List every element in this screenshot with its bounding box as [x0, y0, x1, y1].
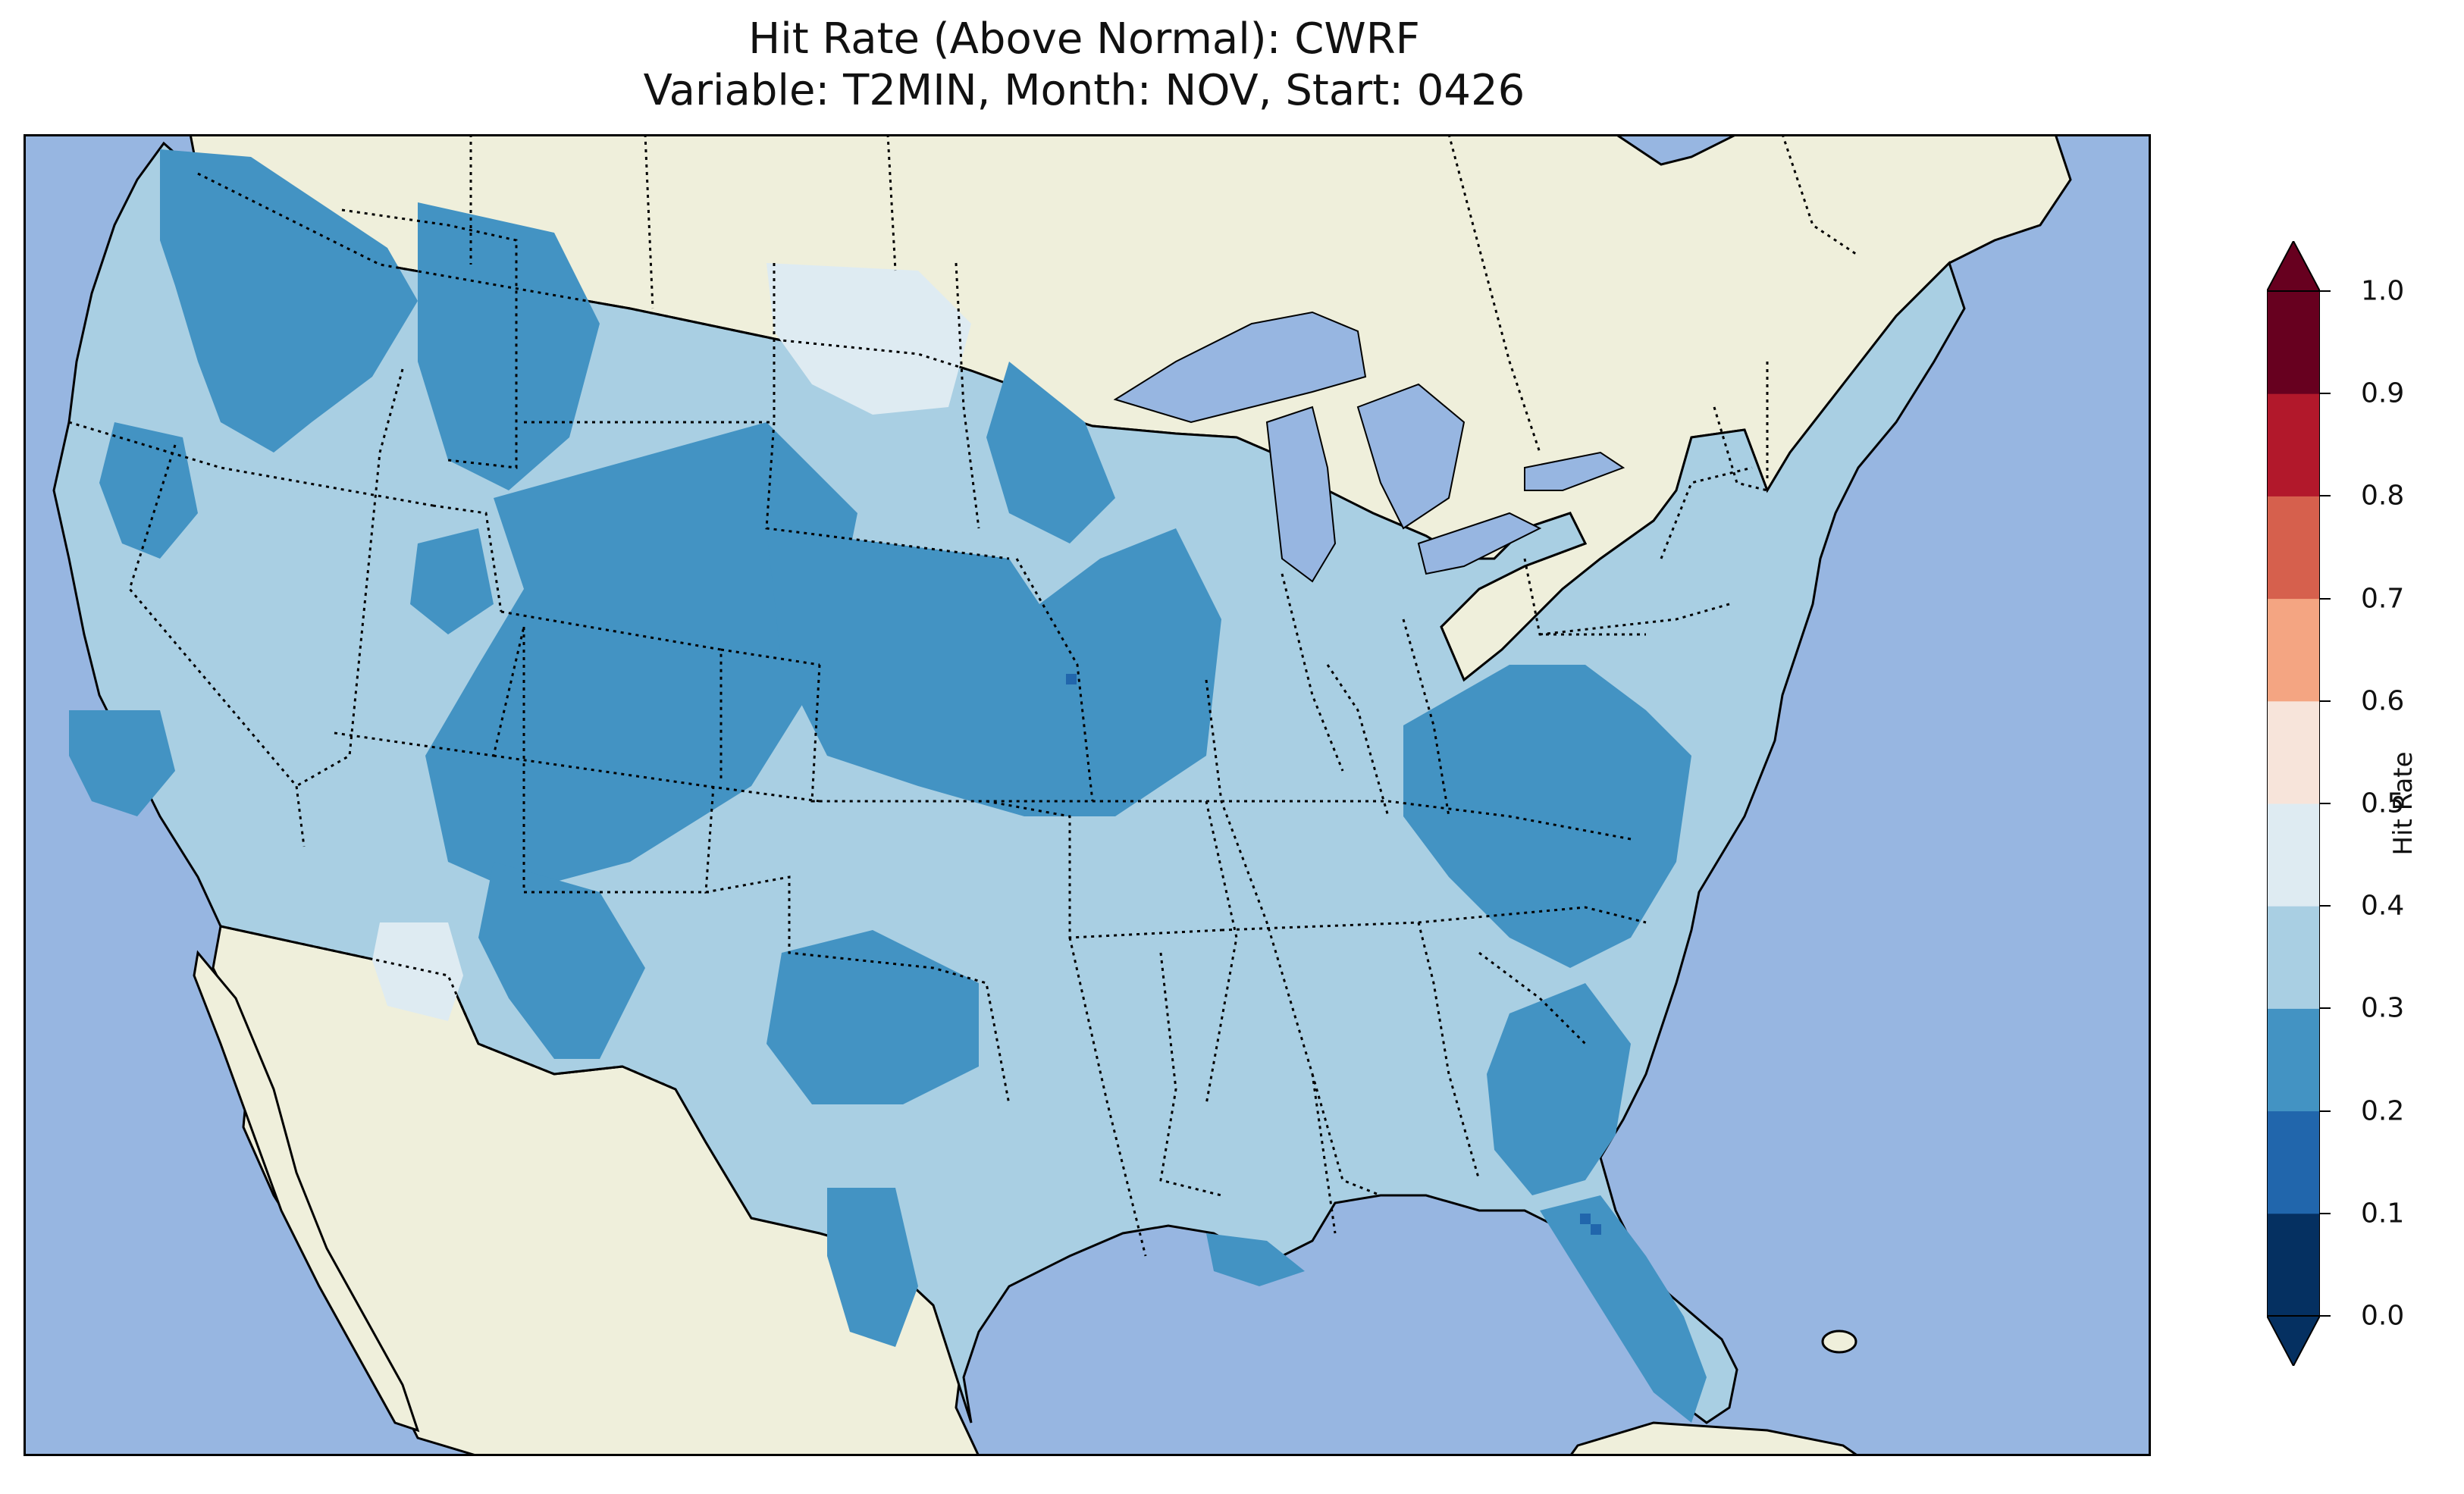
map-svg	[24, 134, 2151, 1456]
region-s-arizona	[372, 922, 463, 1021]
colorbar-tick-mark	[2320, 905, 2331, 907]
spot-florida-2	[1591, 1224, 1601, 1235]
region-iowa	[986, 362, 1115, 543]
lake-erie	[1417, 512, 1542, 575]
colorbar-tick-mark	[2320, 803, 2331, 804]
region-gulf-la	[1206, 1233, 1305, 1286]
colorbar-tick-label: 0.2	[2361, 1095, 2405, 1127]
us-canada-border	[197, 172, 972, 372]
region-n-rockies	[418, 202, 600, 490]
colorbar-bins	[2267, 291, 2320, 1317]
colorbar-tick-mark	[2320, 1110, 2331, 1112]
spot-florida-1	[1580, 1214, 1591, 1224]
colorbar-tick-label: 0.8	[2361, 480, 2405, 512]
baja-land	[193, 950, 420, 1433]
bahamas-island	[1821, 1330, 1857, 1354]
great-lakes	[1113, 311, 1625, 583]
colorbar-frame	[2267, 290, 2320, 1317]
bin-0-2-group	[69, 149, 1707, 1423]
colorbar-tick-label: 0.7	[2361, 583, 2405, 615]
region-mt-nd-border	[766, 263, 971, 415]
colorbar-tick-mark	[2320, 495, 2331, 497]
colorbar-tick-label: 0.9	[2361, 377, 2405, 409]
bin-0-1-group	[1066, 674, 1601, 1235]
colorbar-tick-label: 0.1	[2361, 1198, 2405, 1229]
colorbar-tick-label: 1.0	[2361, 275, 2405, 307]
title-line-1: Hit Rate (Above Normal): CWRF	[748, 14, 1420, 64]
colorbar-tick-mark	[2320, 1315, 2331, 1317]
colorbar-bin-0.0-0.1	[2267, 1213, 2320, 1317]
colorbar-bin-0.3-0.4	[2267, 906, 2320, 1009]
colorbar	[2267, 241, 2320, 1366]
colorbar-tick-mark	[2320, 597, 2331, 600]
lake-michigan	[1265, 406, 1337, 583]
region-wy-co-ut	[425, 422, 857, 892]
region-ne-ks	[766, 528, 1221, 816]
region-appalachia	[1403, 665, 1691, 968]
region-s-texas	[827, 1188, 918, 1347]
map-panel	[24, 134, 2151, 1456]
colorbar-tick-mark	[2320, 1212, 2331, 1214]
colorbar-bin-0.8-0.9	[2267, 393, 2320, 496]
colorbar-tick-mark	[2320, 393, 2331, 395]
colorbar-tick-label: 0.3	[2361, 992, 2405, 1024]
colorbar-label: Hit Rate	[2388, 751, 2419, 856]
region-oregon-coast	[99, 422, 198, 559]
region-nm-tx	[478, 862, 645, 1059]
lake-superior	[1113, 311, 1367, 424]
lake-ontario	[1524, 451, 1625, 491]
lake-huron	[1356, 383, 1466, 530]
bin-0-4-group	[372, 263, 971, 1021]
colorbar-tick-mark	[2320, 1007, 2331, 1010]
region-ca-valley	[69, 710, 175, 816]
colorbar-bin-0.9-1.0	[2267, 291, 2320, 394]
colorbar-tick-label: 0.6	[2361, 685, 2405, 717]
colorbar-bin-0.4-0.5	[2267, 803, 2320, 907]
colorbar-tick-label: 0.5	[2361, 788, 2405, 819]
region-w-texas	[766, 930, 979, 1104]
state-borders	[68, 208, 1769, 1257]
colorbar-tick-mark	[2320, 700, 2331, 702]
colorbar-extend-low	[2267, 1315, 2320, 1366]
colorbar-bin-0.7-0.8	[2267, 496, 2320, 600]
region-se-coast	[1487, 983, 1631, 1195]
colorbar-bin-0.1-0.2	[2267, 1110, 2320, 1214]
province-borders	[469, 134, 1859, 453]
region-pacific-nw	[160, 149, 418, 453]
title-line-2: Variable: T2MIN, Month: NOV, Start: 0426	[643, 66, 1525, 115]
colorbar-tick-mark	[2320, 290, 2331, 292]
map-frame	[24, 134, 2151, 1456]
region-florida	[1540, 1195, 1707, 1423]
colorbar-bin-0.6-0.7	[2267, 598, 2320, 702]
colorbar-extend-high	[2267, 241, 2320, 292]
region-nevada	[410, 528, 494, 634]
colorbar-tick-label: 0.0	[2361, 1300, 2405, 1332]
colorbar-bin-0.2-0.3	[2267, 1008, 2320, 1112]
colorbar-bin-0.5-0.6	[2267, 700, 2320, 804]
map-title: Hit Rate (Above Normal): CWRF Variable: …	[0, 14, 2168, 117]
cuba-land	[1569, 1421, 1861, 1456]
colorbar-tick-label: 0.4	[2361, 890, 2405, 922]
spot-kansas-city	[1066, 674, 1077, 684]
